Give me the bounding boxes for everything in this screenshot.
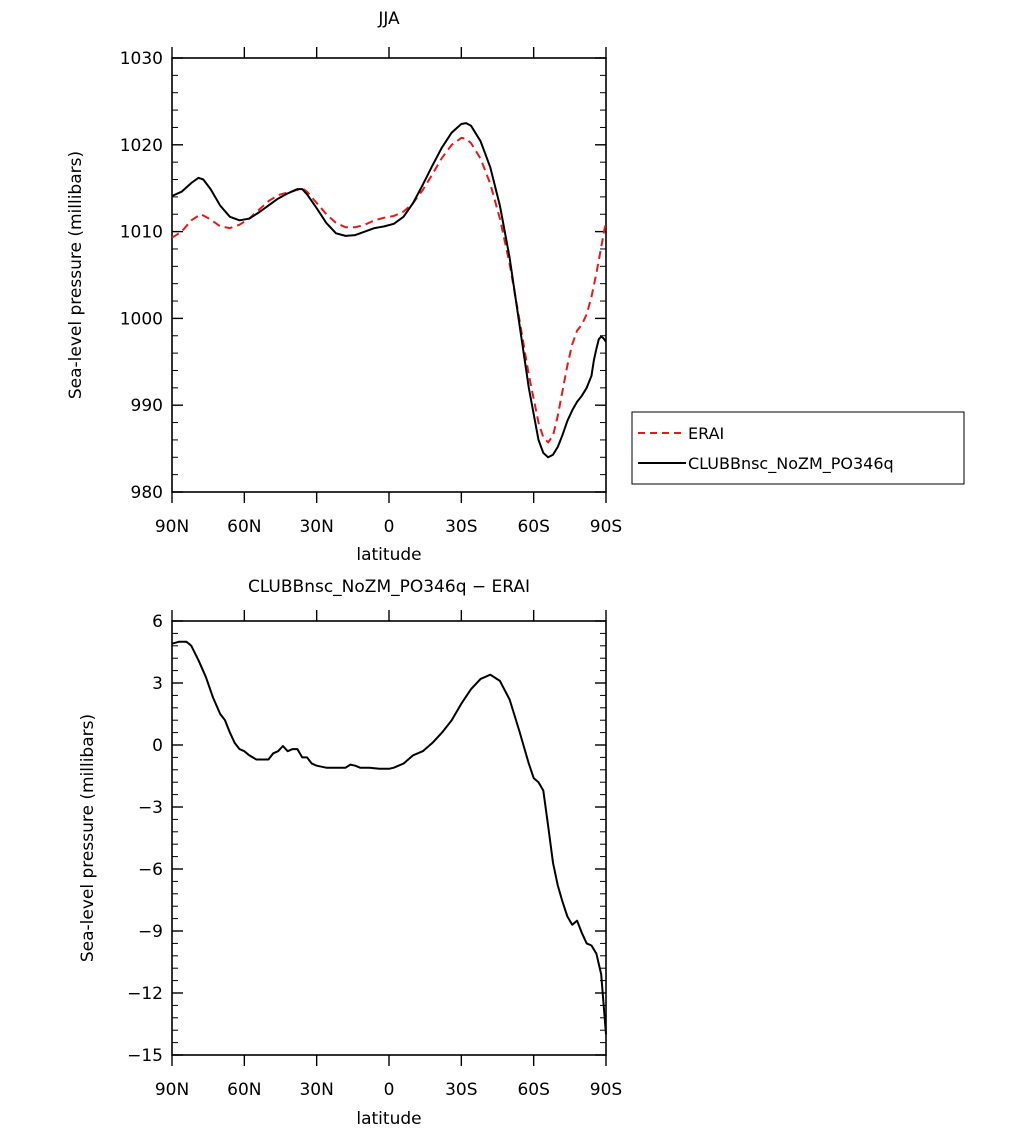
bottom-chart-series bbox=[171, 640, 607, 1035]
top-chart-series bbox=[171, 122, 607, 459]
top-chart-x-ticks: 90N 60N 30N 0 30S 60S 90S bbox=[155, 47, 622, 537]
x-tick-label: 30S bbox=[445, 517, 477, 537]
bottom-chart-y-ticks: 6 3 0 −3 −6 −9 −12 −15 bbox=[127, 612, 606, 1066]
x-tick-label: 30S bbox=[445, 1080, 477, 1100]
x-tick-label: 0 bbox=[384, 517, 395, 537]
x-tick-label: 30N bbox=[299, 517, 333, 537]
x-tick-label: 30N bbox=[299, 1080, 333, 1100]
bottom-chart-minor-ticks bbox=[172, 632, 606, 1044]
y-tick-label: 3 bbox=[152, 674, 163, 694]
bottom-chart: CLUBBnsc_NoZM_PO346q − ERAI 6 3 0 −3 −6 −9 −12… bbox=[78, 577, 622, 1129]
bottom-chart-xlabel: latitude bbox=[356, 1109, 421, 1129]
bottom-chart-ylabel: Sea-level pressure (millibars) bbox=[78, 714, 98, 962]
top-chart-ylabel: Sea-level pressure (millibars) bbox=[66, 151, 86, 399]
x-tick-label: 90N bbox=[155, 1080, 189, 1100]
series-line-0-1 bbox=[171, 122, 607, 459]
legend: ERAI CLUBBnsc_NoZM_PO346q bbox=[631, 411, 965, 485]
y-tick-label: 1000 bbox=[120, 309, 163, 329]
legend-label-clubb: CLUBBnsc_NoZM_PO346q bbox=[688, 454, 894, 474]
y-tick-label: 6 bbox=[152, 612, 163, 632]
bottom-chart-title: CLUBBnsc_NoZM_PO346q − ERAI bbox=[248, 577, 530, 597]
x-tick-label: 90S bbox=[590, 1080, 622, 1100]
y-tick-label: 1020 bbox=[120, 136, 163, 156]
y-tick-label: 1010 bbox=[120, 223, 163, 243]
x-tick-label: 60S bbox=[517, 1080, 549, 1100]
x-tick-label: 60N bbox=[227, 1080, 261, 1100]
x-tick-label: 60S bbox=[517, 517, 549, 537]
bottom-chart-frame bbox=[171, 620, 607, 1056]
legend-box bbox=[631, 411, 965, 485]
y-tick-label: 0 bbox=[152, 736, 163, 756]
bottom-chart-x-ticks: 90N 60N 30N 0 30S 60S 90S bbox=[155, 610, 622, 1100]
y-tick-label: −15 bbox=[127, 1046, 163, 1066]
legend-label-erai: ERAI bbox=[688, 424, 724, 443]
top-chart-y-ticks: 980 990 1000 1010 1020 1030 bbox=[120, 49, 606, 503]
top-chart-title: JJA bbox=[377, 9, 400, 29]
y-tick-label: −12 bbox=[127, 984, 163, 1004]
series-line-1-0 bbox=[171, 640, 607, 1035]
y-tick-label: −3 bbox=[138, 798, 163, 818]
y-tick-label: 990 bbox=[131, 396, 163, 416]
x-tick-label: 90S bbox=[590, 517, 622, 537]
y-tick-label: −6 bbox=[138, 860, 163, 880]
y-tick-label: 1030 bbox=[120, 49, 163, 69]
y-tick-label: −9 bbox=[138, 922, 163, 942]
x-tick-label: 90N bbox=[155, 517, 189, 537]
top-chart-frame bbox=[171, 57, 607, 493]
x-tick-label: 60N bbox=[227, 517, 261, 537]
series-line-0-0 bbox=[171, 136, 607, 444]
y-tick-label: 980 bbox=[131, 483, 163, 503]
top-chart-minor-ticks bbox=[172, 74, 606, 476]
x-tick-label: 0 bbox=[384, 1080, 395, 1100]
top-chart-xlabel: latitude bbox=[356, 545, 421, 565]
top-chart: JJA 980 990 1000 1010 1020 1030 90N 60N 30N 0 30S… bbox=[66, 9, 622, 565]
